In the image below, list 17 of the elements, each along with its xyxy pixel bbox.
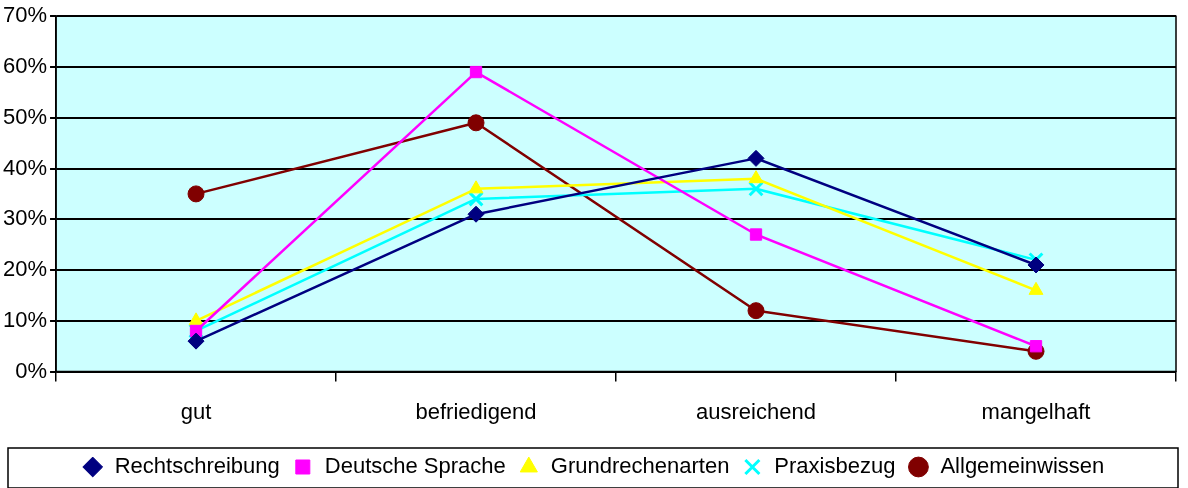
legend-label: Rechtschreibung xyxy=(114,453,280,479)
y-tick-label: 70% xyxy=(2,2,48,28)
y-tick-label: 40% xyxy=(2,154,48,180)
y-tick-label: 0% xyxy=(15,357,48,383)
x-tick-label: gut xyxy=(180,398,212,424)
y-tick-label: 30% xyxy=(2,205,48,231)
y-tick-label: 10% xyxy=(2,306,48,332)
x-tick-label: befriedigend xyxy=(415,398,537,424)
y-tick-label: 20% xyxy=(2,256,48,282)
legend-label: Deutsche Sprache xyxy=(324,453,506,479)
x-tick-label: ausreichend xyxy=(696,398,816,424)
legend-label: Grundrechenarten xyxy=(550,453,730,479)
y-tick-label: 60% xyxy=(2,53,48,79)
y-tick-label: 50% xyxy=(2,103,48,129)
legend-label: Allgemeinwissen xyxy=(940,453,1105,479)
legend-label: Praxisbezug xyxy=(774,453,896,479)
x-tick-label: mangelhaft xyxy=(981,398,1091,424)
